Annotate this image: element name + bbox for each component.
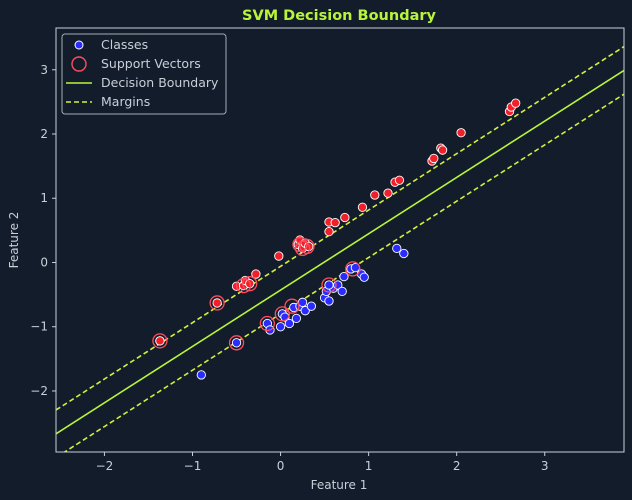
x-tick-label-4: 2 (453, 459, 461, 473)
legend: Classes Support Vectors Decision Boundar… (61, 33, 227, 115)
class-0-point-20 (337, 286, 347, 297)
class-1-point-29 (511, 98, 521, 108)
legend-classes-marker (74, 40, 84, 50)
legend-support-vectors-marker (71, 56, 87, 72)
class-0-point-5 (275, 322, 286, 332)
y-tick-label-1: −1 (30, 320, 48, 334)
decision-boundary-line (56, 69, 624, 435)
class-1-point-0 (155, 336, 165, 346)
class-1-point-6 (251, 269, 261, 279)
class-1-point-15 (330, 218, 340, 228)
class-1-point-19 (383, 188, 393, 198)
support-vector-ring-10 (299, 238, 315, 255)
x-tick-label-3: 1 (365, 459, 373, 473)
class-1-point-17 (357, 202, 368, 212)
support-vector-ring-12 (345, 261, 361, 277)
class-1-point-18 (370, 190, 380, 200)
y-axis-label: Feature 2 (7, 212, 21, 269)
class-0-point-28 (324, 280, 334, 290)
support-vector-ring-0 (152, 333, 168, 349)
class-1-point-7 (274, 251, 284, 261)
class-0-point-1 (231, 338, 242, 348)
support-vector-ring-8 (292, 236, 308, 253)
class-0-point-26 (392, 243, 402, 254)
class-0-point-27 (399, 248, 409, 259)
y-tick-label-4: 2 (40, 127, 48, 141)
class-1-point-1 (212, 298, 222, 308)
class-0-point-10 (291, 313, 302, 324)
y-axis-ticks: −2 −1 0 1 2 3 (30, 63, 56, 398)
legend-boundary-label: Decision Boundary (101, 75, 219, 90)
x-axis-ticks: −2 −1 0 1 2 3 (96, 452, 549, 473)
plot-area (56, 45, 624, 452)
x-tick-label-5: 3 (541, 459, 549, 473)
legend-classes-label: Classes (101, 37, 148, 52)
support-vector-ring-4 (242, 276, 258, 292)
class-1-point-23 (429, 153, 439, 164)
support-vector-ring-3 (235, 277, 252, 294)
support-vector-ring-5 (259, 315, 275, 332)
support-vector-ring-6 (274, 306, 290, 322)
x-tick-label-1: −1 (184, 459, 202, 473)
class-1-point-13 (324, 226, 334, 237)
class-0-point-8 (284, 318, 295, 329)
class-0-point-0 (196, 370, 206, 380)
class-0-point-21 (339, 271, 349, 282)
class-0-point-14 (306, 301, 317, 311)
class-1-point-25 (437, 145, 448, 155)
x-tick-label-0: −2 (96, 459, 114, 473)
y-tick-label-2: 0 (40, 255, 48, 269)
support-vector-ring-2 (228, 335, 245, 351)
class-0-point-25 (359, 272, 369, 282)
y-tick-label-0: −2 (30, 384, 48, 398)
x-axis-label: Feature 1 (311, 478, 368, 492)
margin-line-upper (56, 45, 624, 411)
legend-margins-label: Margins (101, 94, 150, 109)
class-1-points (155, 98, 521, 346)
legend-box (61, 33, 227, 115)
support-vector-ring-1 (209, 295, 225, 311)
class-1-point-21 (394, 175, 405, 185)
legend-support-vectors-label: Support Vectors (101, 56, 201, 71)
class-1-point-26 (456, 128, 466, 138)
class-0-point-12 (297, 297, 308, 307)
support-vector-ring-11 (321, 277, 337, 293)
chart-title: SVM Decision Boundary (242, 8, 436, 24)
axes-frame (55, 27, 625, 453)
support-vector-rings (152, 236, 361, 351)
class-0-point-17 (324, 296, 334, 306)
support-vector-ring-7 (284, 298, 300, 314)
y-tick-label-5: 3 (40, 63, 48, 77)
x-tick-label-2: 0 (277, 459, 285, 473)
class-0-point-13 (300, 306, 310, 316)
class-1-point-16 (340, 212, 350, 223)
y-tick-label-3: 1 (40, 191, 48, 205)
